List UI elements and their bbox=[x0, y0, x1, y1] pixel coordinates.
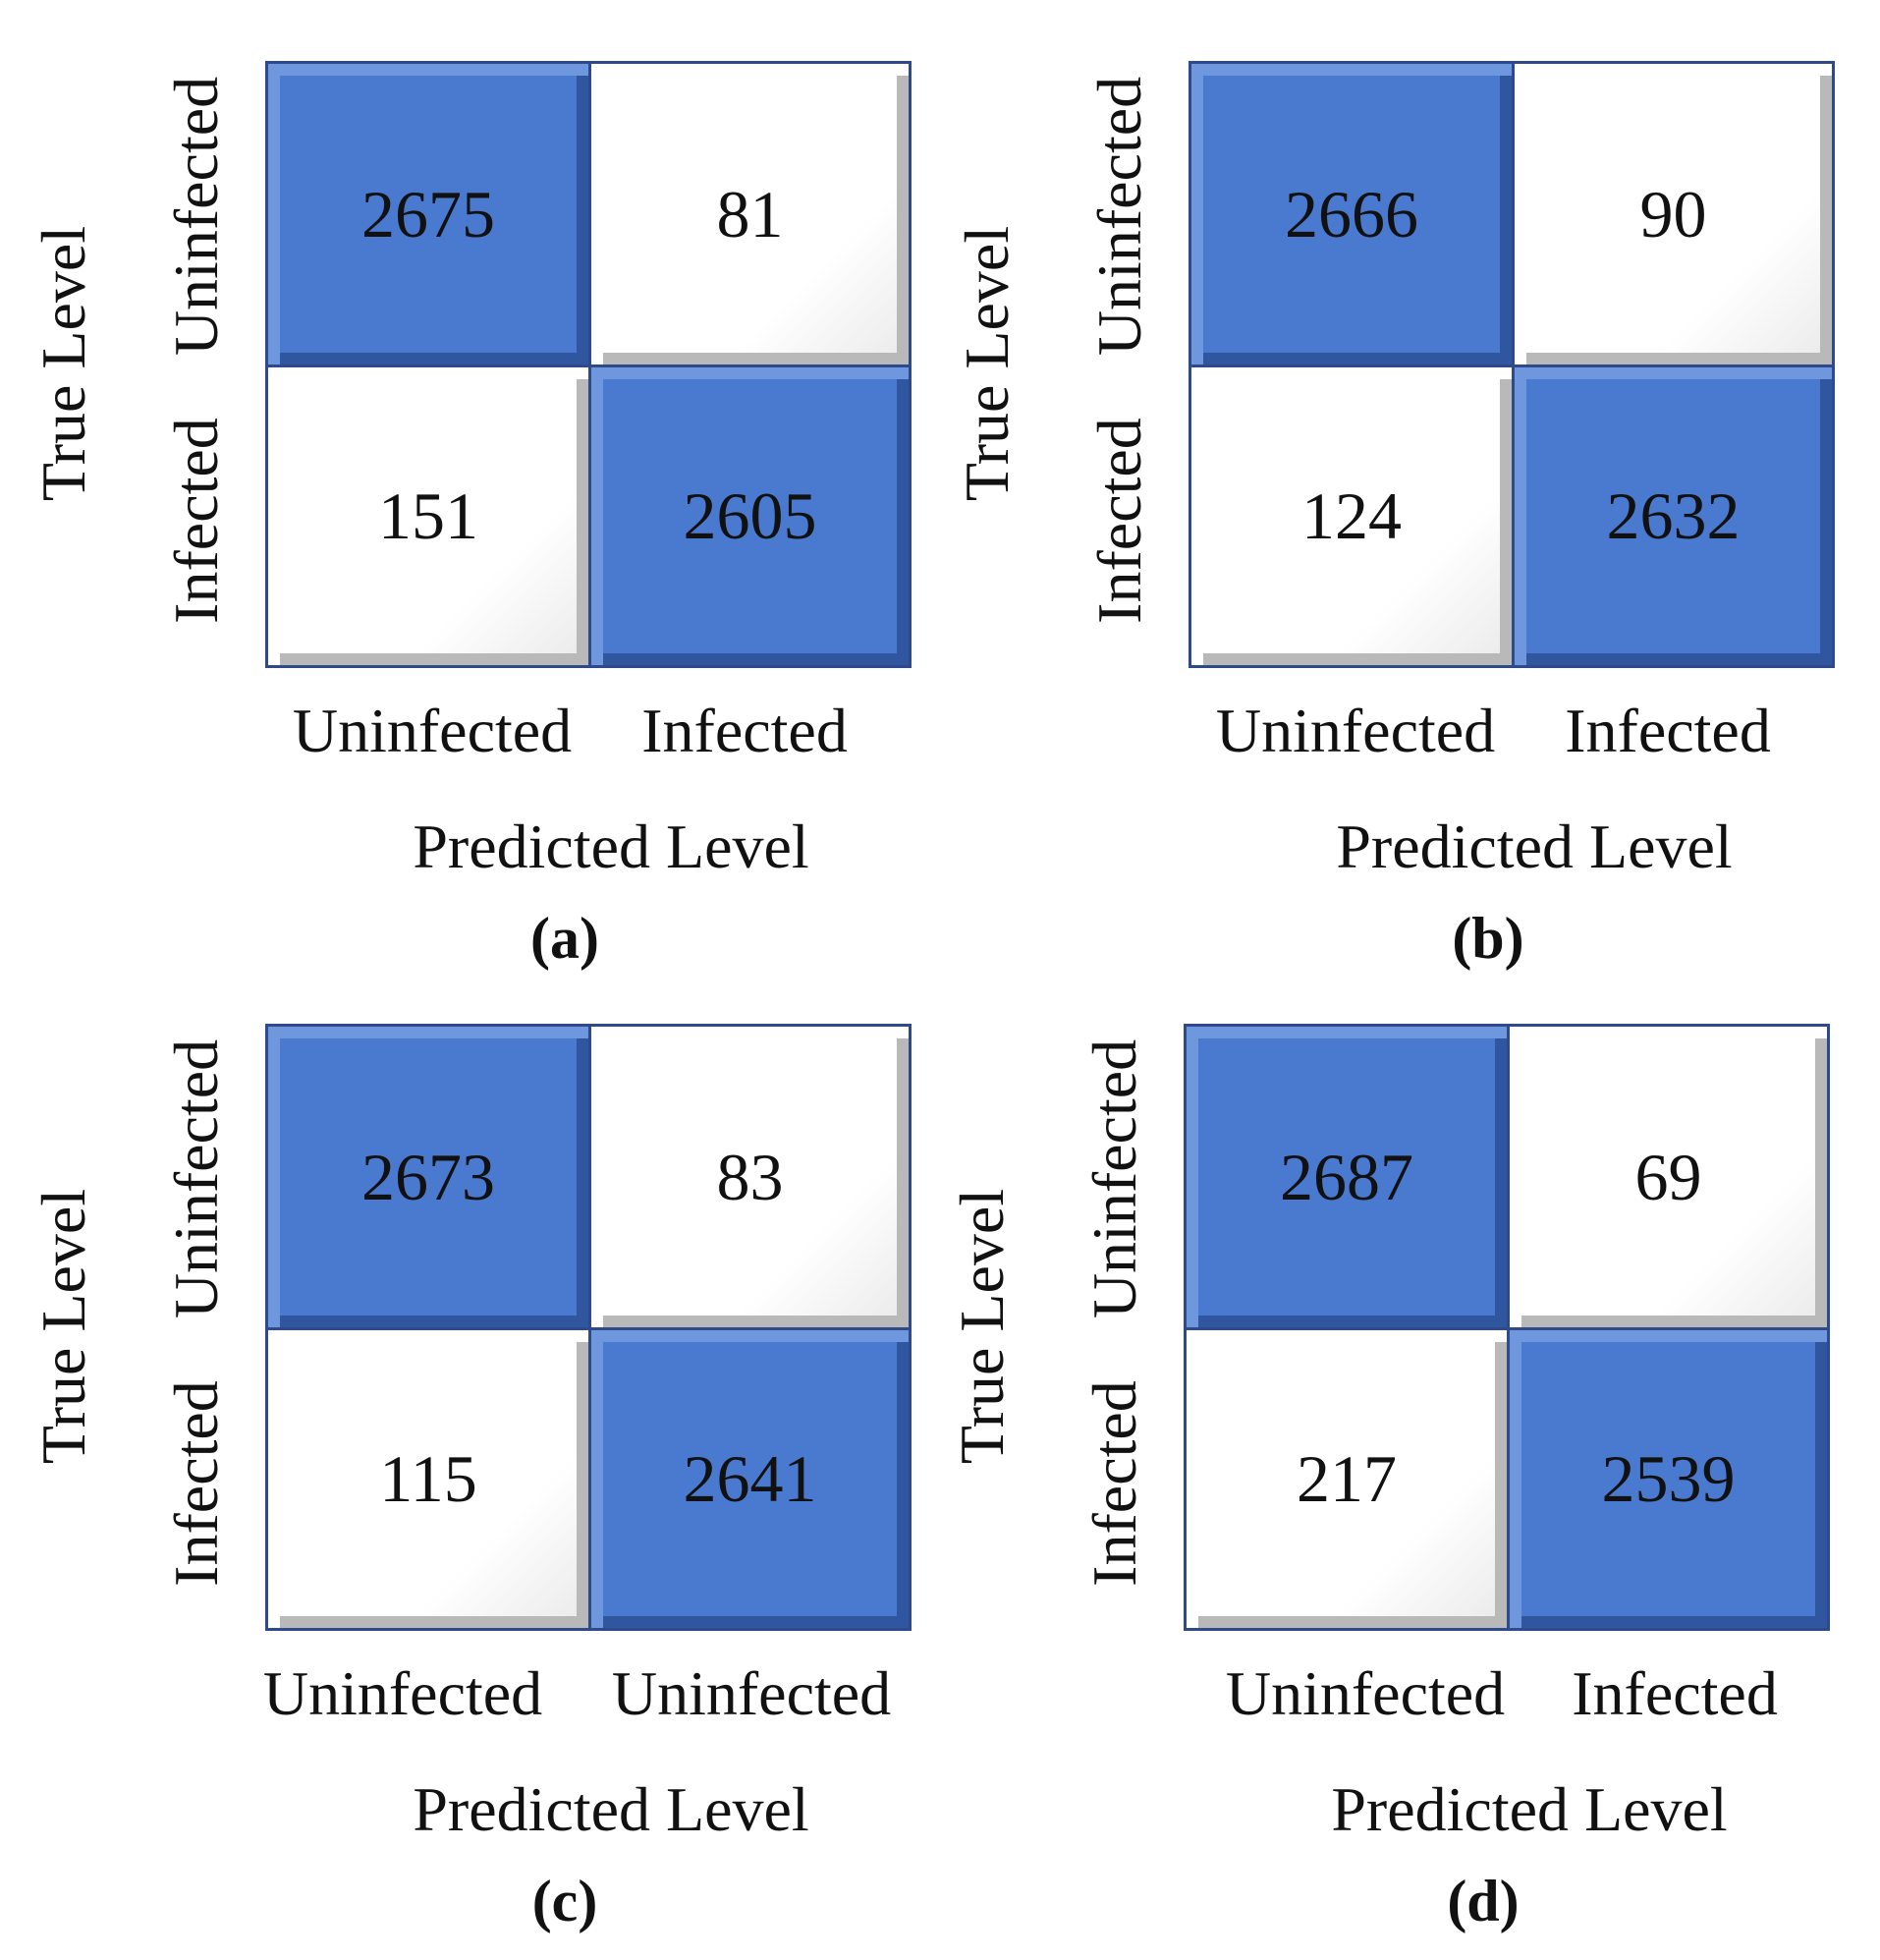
cell-true-uninfected-pred-uninfected: 2666 bbox=[1191, 64, 1512, 364]
col-label-0: Uninfected bbox=[292, 696, 573, 765]
x-axis-title: Predicted Level bbox=[1336, 812, 1733, 881]
cell-true-infected-pred-uninfected: 124 bbox=[1191, 364, 1512, 665]
x-axis-title: Predicted Level bbox=[413, 812, 809, 881]
confusion-matrix-panel-c: True Level Uninfected Infected 2673 83 1… bbox=[0, 963, 940, 1931]
cell-true-uninfected-pred-infected: 90 bbox=[1512, 64, 1832, 364]
cell-true-uninfected-pred-infected: 81 bbox=[588, 64, 909, 364]
cell-true-uninfected-pred-uninfected: 2687 bbox=[1187, 1027, 1507, 1327]
cell-true-infected-pred-infected: 2539 bbox=[1507, 1327, 1827, 1628]
col-label-1: Infected bbox=[1565, 696, 1771, 765]
panel-caption: (c) bbox=[531, 1869, 598, 1933]
cell-true-infected-pred-infected: 2641 bbox=[588, 1327, 909, 1628]
col-label-1: Infected bbox=[1572, 1658, 1778, 1728]
confusion-matrix-panel-b: True Level Uninfected Infected 2666 90 1… bbox=[923, 0, 1863, 968]
row-label-uninfected: Uninfected bbox=[161, 76, 231, 357]
x-axis-title: Predicted Level bbox=[413, 1774, 809, 1844]
row-label-infected: Infected bbox=[161, 1380, 231, 1587]
row-label-uninfected: Uninfected bbox=[1084, 76, 1154, 357]
confusion-matrix-panel-a: True Level Uninfected Infected 2675 81 1… bbox=[0, 0, 940, 968]
cell-true-uninfected-pred-uninfected: 2673 bbox=[268, 1027, 588, 1327]
col-label-1: Infected bbox=[641, 696, 848, 765]
x-axis-title: Predicted Level bbox=[1331, 1774, 1728, 1844]
cell-true-uninfected-pred-uninfected: 2675 bbox=[268, 64, 588, 364]
row-label-infected: Infected bbox=[161, 418, 231, 624]
row-label-infected: Infected bbox=[1084, 418, 1154, 624]
cell-true-uninfected-pred-infected: 69 bbox=[1507, 1027, 1827, 1327]
y-axis-title: True Level bbox=[28, 225, 98, 502]
y-axis-title: True Level bbox=[947, 1188, 1017, 1465]
confusion-matrix-panel-d: True Level Uninfected Infected 2687 69 2… bbox=[918, 963, 1858, 1931]
matrix-grid: 2666 90 124 2632 bbox=[1189, 61, 1835, 668]
row-label-infected: Infected bbox=[1079, 1380, 1149, 1587]
matrix-grid: 2675 81 151 2605 bbox=[265, 61, 912, 668]
row-label-uninfected: Uninfected bbox=[161, 1038, 231, 1319]
col-label-0: Uninfected bbox=[1215, 696, 1496, 765]
matrix-grid: 2687 69 217 2539 bbox=[1184, 1024, 1830, 1631]
cell-true-infected-pred-uninfected: 151 bbox=[268, 364, 588, 665]
col-label-0: Uninfected bbox=[1225, 1658, 1506, 1728]
y-axis-title: True Level bbox=[28, 1188, 98, 1465]
panel-caption: (d) bbox=[1447, 1869, 1520, 1933]
cell-true-infected-pred-uninfected: 217 bbox=[1187, 1327, 1507, 1628]
matrix-grid: 2673 83 115 2641 bbox=[265, 1024, 912, 1631]
cell-true-uninfected-pred-infected: 83 bbox=[588, 1027, 909, 1327]
panel-caption: (b) bbox=[1452, 906, 1524, 971]
col-label-0: Uninfected bbox=[262, 1658, 543, 1728]
panel-caption: (a) bbox=[530, 906, 599, 971]
cell-true-infected-pred-infected: 2632 bbox=[1512, 364, 1832, 665]
row-label-uninfected: Uninfected bbox=[1079, 1038, 1149, 1319]
cell-true-infected-pred-infected: 2605 bbox=[588, 364, 909, 665]
y-axis-title: True Level bbox=[952, 225, 1022, 502]
cell-true-infected-pred-uninfected: 115 bbox=[268, 1327, 588, 1628]
col-label-1: Uninfected bbox=[611, 1658, 892, 1728]
